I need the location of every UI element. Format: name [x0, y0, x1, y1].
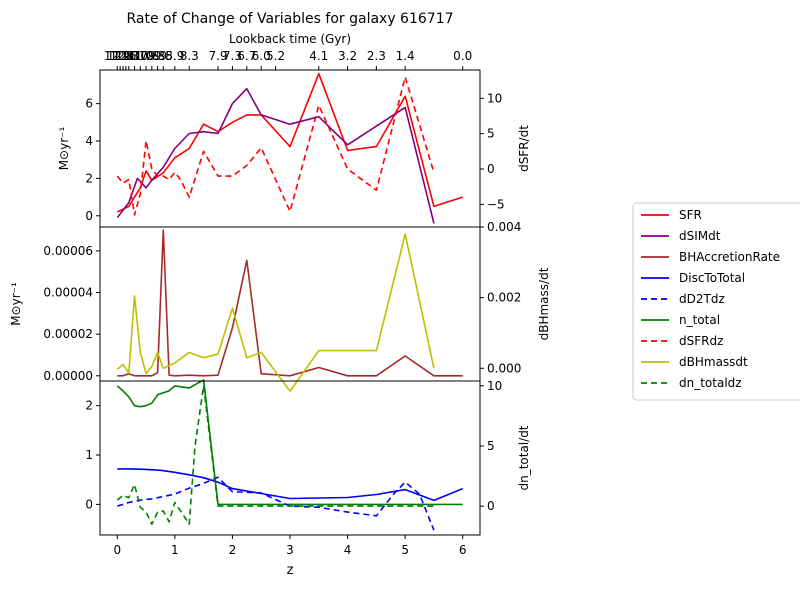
top-tick-label: 7.3	[223, 49, 242, 63]
panel-1-right-tick-label: 5	[487, 127, 495, 141]
x-tick-label: 1	[171, 543, 179, 557]
legend-label-dSIMdt: dSIMdt	[679, 229, 721, 243]
legend-label-dD2Tdz: dD2Tdz	[679, 292, 725, 306]
top-tick-label: 12.9	[104, 49, 131, 63]
panel-3-right-tick-label: 0	[487, 499, 495, 513]
series-DiscToTotal-line	[117, 468, 464, 502]
panel-2-left-axis-label: M⊙yr⁻¹	[9, 282, 23, 326]
top-tick-label: 0.0	[453, 49, 472, 63]
top-tick-label: 12.8	[107, 49, 134, 63]
top-tick-label: 12.3	[113, 49, 140, 63]
top-axis-ticks: 12.912.812.612.312.111.711.210.810.39.99…	[104, 49, 472, 70]
x-tick-label: 6	[459, 543, 467, 557]
series-dBHmassdt-line	[116, 233, 435, 393]
x-tick-label: 0	[113, 543, 121, 557]
panel-1-left-axis-label: M⊙yr⁻¹	[57, 127, 71, 171]
legend-label-dSFRdz: dSFRdz	[679, 334, 723, 348]
x-tick-label: 5	[401, 543, 409, 557]
top-tick-label: 11.2	[127, 49, 154, 63]
legend-label-BHAccretionRate: BHAccretionRate	[679, 250, 780, 264]
panel-1-right-tick-label: −5	[487, 197, 505, 211]
panel-2-left-tick-label: 0.00004	[43, 286, 93, 300]
legend-box	[632, 202, 800, 401]
legend-label-n_total: n_total	[679, 313, 720, 327]
top-tick-label: 12.1	[115, 49, 142, 63]
top-tick-label: 9.9	[148, 49, 167, 63]
top-tick-label: 6.0	[252, 49, 271, 63]
panel-1-right-axis-label: dSFR/dt	[517, 125, 531, 172]
top-tick-label: 3.2	[338, 49, 357, 63]
panel-1: 0 2 4 6 −5 0 5 10 M⊙yr⁻¹ dSFR/dt	[57, 69, 531, 228]
top-tick-label: 7.9	[208, 49, 227, 63]
panel-1-right-tick-label: 10	[487, 91, 502, 105]
legend-label-dBHmassdt: dBHmassdt	[679, 355, 748, 369]
series-n_totaldz-line	[116, 384, 434, 526]
panel-1-frame	[99, 69, 481, 228]
series-dD2Tdz-line	[117, 476, 435, 531]
legend-label-DiscToTotal: DiscToTotal	[679, 271, 745, 285]
series-n_total-line	[116, 379, 463, 506]
panel-2-frame	[99, 226, 481, 382]
panel-1-right-tick-label: 0	[487, 162, 495, 176]
top-tick-label: 12.6	[110, 49, 137, 63]
top-tick-label: 1.4	[396, 49, 415, 63]
panel-2-left-tick-label: 0.00006	[43, 244, 93, 258]
series-BHAccretionRate-line	[117, 229, 463, 377]
legend-label-SFR: SFR	[679, 208, 702, 222]
panel-3: 0 1 2 0 5 10 dn_total/dt	[85, 379, 531, 536]
top-axis-label: Lookback time (Gyr)	[229, 32, 351, 46]
x-tick-label: 3	[286, 543, 294, 557]
panel-2: 0.00000 0.00002 0.00004 0.00006 0.000 0.002 0.…	[9, 220, 551, 393]
panel-2-left-tick-label: 0.00002	[43, 327, 93, 341]
top-tick-label: 2.3	[367, 49, 386, 63]
panel-1-left-tick-label: 4	[85, 134, 93, 148]
top-tick-label: 6.7	[237, 49, 256, 63]
series-dSIMdt-line	[116, 87, 435, 224]
top-tick-label: 9.5	[154, 49, 173, 63]
top-tick-label: 4.1	[309, 49, 328, 63]
x-tick-label: 2	[229, 543, 237, 557]
top-tick-label: 5.2	[266, 49, 285, 63]
top-tick-label: 8.9	[165, 49, 184, 63]
panel-3-right-tick-label: 5	[487, 439, 495, 453]
panel-2-right-tick-label: 0.004	[487, 220, 521, 234]
top-tick-label: 10.8	[133, 49, 160, 63]
panel-3-right-tick-label: 10	[487, 379, 502, 393]
chart-title: Rate of Change of Variables for galaxy 6…	[126, 11, 453, 27]
panel-1-left-tick-label: 6	[85, 97, 93, 111]
series-dSFRdz-line	[116, 76, 435, 216]
series-SFR-line	[116, 72, 463, 213]
legend: SFR dSIMdt BHAccretionRate DiscToTotal dD2Td…	[632, 202, 800, 401]
panel-2-left-tick-label: 0.00000	[43, 369, 93, 383]
panel-3-right-axis-label: dn_total/dt	[517, 425, 531, 490]
legend-label-dn_totaldz: dn_totaldz	[679, 376, 742, 390]
panel-1-left-tick-label: 0	[85, 209, 93, 223]
panel-1-left-tick-label: 2	[85, 171, 93, 185]
panel-3-left-tick-label: 2	[85, 399, 93, 413]
panel-2-right-tick-label: 0.002	[487, 291, 521, 305]
bottom-axis-ticks: 0 1 2 3 4 5 6	[113, 535, 467, 557]
panel-3-left-tick-label: 0	[85, 497, 93, 511]
panel-2-right-tick-label: 0.000	[487, 361, 521, 375]
top-tick-label: 8.3	[180, 49, 199, 63]
panel-3-left-tick-label: 1	[85, 448, 93, 462]
x-axis-label: z	[287, 563, 294, 578]
top-tick-label: 10.3	[138, 49, 165, 63]
top-tick-label: 11.7	[121, 49, 148, 63]
x-tick-label: 4	[344, 543, 352, 557]
panel-2-right-axis-label: dBHmass/dt	[537, 267, 551, 340]
